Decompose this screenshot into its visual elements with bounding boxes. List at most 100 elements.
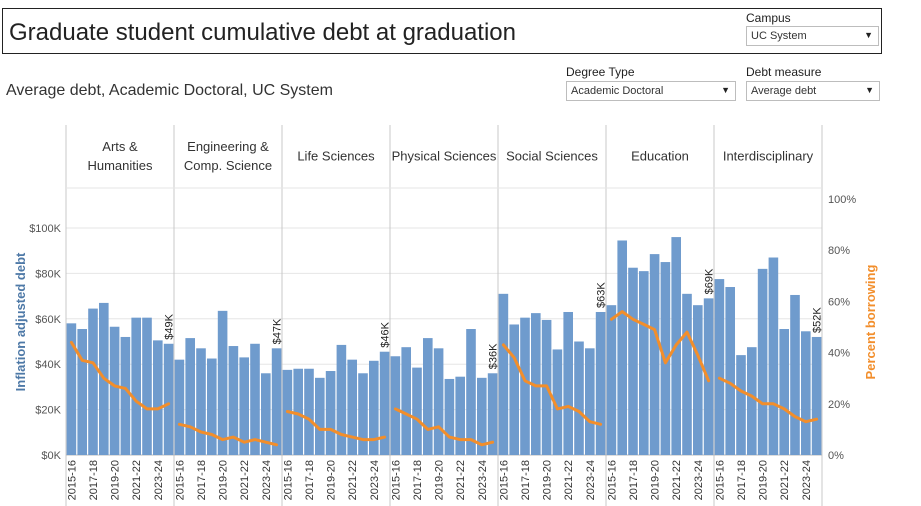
bar bbox=[768, 257, 779, 455]
percent-borrowing-line bbox=[69, 340, 171, 411]
y-tick-label: $100K bbox=[29, 223, 61, 235]
x-tick-label: 2021-22 bbox=[671, 460, 683, 500]
bar bbox=[315, 377, 325, 455]
bar bbox=[509, 324, 519, 455]
x-tick-label: 2023-24 bbox=[369, 460, 381, 500]
percent-borrowing-line bbox=[501, 343, 603, 426]
x-tick-label: 2021-22 bbox=[239, 460, 251, 500]
bar bbox=[725, 287, 735, 455]
y2-tick-label: 40% bbox=[828, 348, 850, 360]
campus-dropdown[interactable]: UC System ▼ bbox=[746, 26, 879, 46]
bar bbox=[585, 348, 595, 455]
bar bbox=[649, 254, 660, 455]
bar bbox=[142, 317, 152, 455]
y2-tick-label: 0% bbox=[828, 450, 844, 462]
bar bbox=[325, 371, 336, 455]
y2-tick-label: 20% bbox=[828, 399, 850, 411]
chevron-down-icon: ▼ bbox=[864, 30, 873, 40]
panel-header: Arts & bbox=[102, 139, 138, 154]
x-tick-label: 2019-20 bbox=[542, 460, 554, 500]
bar bbox=[77, 329, 87, 455]
bar bbox=[790, 294, 800, 455]
panel-header: Education bbox=[631, 149, 689, 164]
bar bbox=[196, 348, 206, 455]
bar bbox=[293, 368, 303, 455]
x-tick-label: 2019-20 bbox=[758, 460, 770, 500]
bar bbox=[336, 344, 347, 455]
bar bbox=[358, 373, 368, 455]
bar bbox=[595, 311, 606, 455]
bar bbox=[88, 308, 98, 455]
bar bbox=[109, 326, 120, 455]
bar bbox=[217, 310, 228, 455]
panel-header: Interdisciplinary bbox=[723, 149, 814, 164]
chevron-down-icon: ▼ bbox=[721, 85, 730, 95]
x-tick-label: 2017-18 bbox=[196, 460, 208, 500]
bar bbox=[563, 311, 573, 455]
x-tick-label: 2021-22 bbox=[131, 460, 143, 500]
x-tick-label: 2023-24 bbox=[261, 460, 273, 500]
percent-borrowing-line bbox=[393, 407, 495, 447]
bar bbox=[347, 359, 357, 455]
data-label: $69K bbox=[704, 268, 716, 294]
x-tick-label: 2017-18 bbox=[88, 460, 100, 500]
x-tick-label: 2015-16 bbox=[714, 460, 726, 500]
data-label: $36K bbox=[488, 343, 500, 369]
bar bbox=[379, 351, 390, 455]
x-tick-label: 2023-24 bbox=[153, 460, 165, 500]
bar bbox=[174, 359, 185, 455]
data-label: $52K bbox=[812, 307, 824, 333]
y-tick-label: $60K bbox=[35, 314, 61, 326]
bar bbox=[757, 268, 768, 455]
bar bbox=[628, 267, 638, 455]
data-label: $63K bbox=[596, 282, 608, 308]
x-tick-label: 2017-18 bbox=[304, 460, 316, 500]
x-tick-label: 2021-22 bbox=[779, 460, 791, 500]
degree-type-label: Degree Type bbox=[566, 65, 635, 79]
bar bbox=[153, 340, 163, 455]
chevron-down-icon: ▼ bbox=[865, 85, 874, 95]
bar bbox=[693, 305, 703, 455]
x-tick-label: 2019-20 bbox=[326, 460, 338, 500]
bar bbox=[401, 347, 411, 455]
degree-type-value: Academic Doctoral bbox=[571, 85, 664, 97]
panel-header: Physical Sciences bbox=[392, 149, 497, 164]
data-label: $49K bbox=[164, 313, 176, 339]
x-tick-label: 2021-22 bbox=[455, 460, 467, 500]
bar bbox=[304, 368, 314, 455]
y-tick-label: $40K bbox=[35, 359, 61, 371]
x-tick-label: 2017-18 bbox=[628, 460, 640, 500]
bar bbox=[606, 305, 617, 455]
bar bbox=[271, 348, 282, 455]
bar bbox=[120, 336, 131, 455]
x-tick-label: 2015-16 bbox=[66, 460, 78, 500]
bar bbox=[801, 331, 811, 455]
y2-axis-title: Percent borrowing bbox=[863, 265, 878, 380]
x-tick-label: 2015-16 bbox=[606, 460, 618, 500]
bar bbox=[261, 373, 271, 455]
debt-measure-dropdown[interactable]: Average debt ▼ bbox=[746, 81, 880, 101]
bar bbox=[736, 355, 746, 455]
x-tick-label: 2019-20 bbox=[434, 460, 446, 500]
panel-header: Humanities bbox=[87, 158, 153, 173]
bar bbox=[131, 317, 141, 455]
bar bbox=[239, 357, 249, 455]
percent-borrowing-line bbox=[717, 376, 819, 424]
title-box: Graduate student cumulative debt at grad… bbox=[2, 8, 882, 54]
percent-borrowing-line bbox=[177, 422, 279, 447]
x-tick-label: 2023-24 bbox=[693, 460, 705, 500]
y-tick-label: $0K bbox=[41, 450, 61, 462]
bar bbox=[531, 313, 541, 455]
panel-header: Social Sciences bbox=[506, 149, 598, 164]
percent-borrowing-line bbox=[609, 310, 711, 383]
degree-type-dropdown[interactable]: Academic Doctoral ▼ bbox=[566, 81, 736, 101]
y-axis-title: Inflation adjusted debt bbox=[13, 252, 28, 391]
bar bbox=[747, 347, 757, 455]
campus-label: Campus bbox=[746, 11, 791, 25]
x-tick-label: 2023-24 bbox=[801, 460, 813, 500]
debt-measure-value: Average debt bbox=[751, 85, 817, 97]
x-tick-label: 2019-20 bbox=[650, 460, 662, 500]
y2-tick-label: 60% bbox=[828, 296, 850, 308]
percent-borrowing-line bbox=[285, 410, 387, 442]
panel-header: Life Sciences bbox=[297, 149, 375, 164]
